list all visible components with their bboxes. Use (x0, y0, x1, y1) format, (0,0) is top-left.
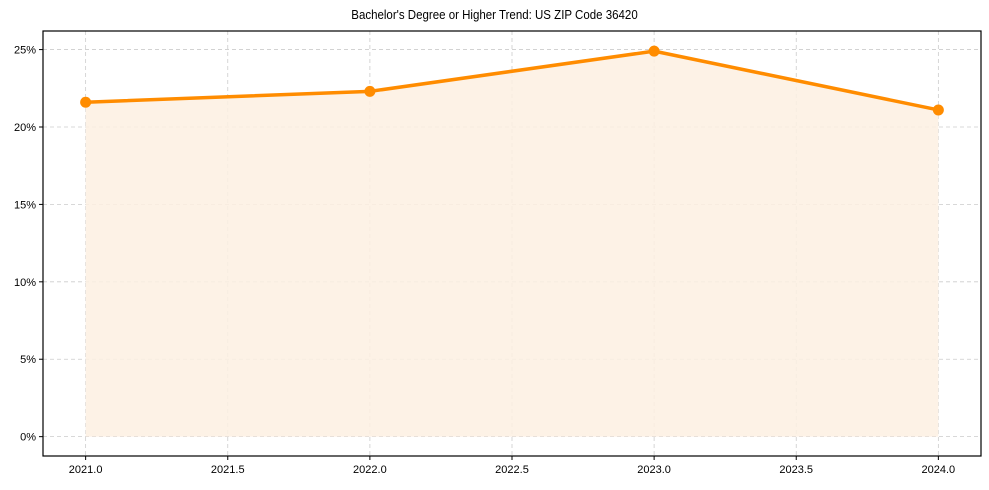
y-tick-label: 20% (14, 122, 36, 134)
y-tick-label: 25% (14, 45, 36, 57)
x-tick-label: 2021.5 (211, 464, 245, 476)
y-tick-label: 5% (20, 354, 36, 366)
y-tick-label: 15% (14, 199, 36, 211)
data-point-marker (364, 85, 376, 97)
y-tick-label: 10% (14, 277, 36, 289)
data-point-marker (648, 45, 660, 57)
data-point-marker (932, 104, 944, 116)
chart-title: Bachelor's Degree or Higher Trend: US ZI… (351, 8, 638, 22)
x-axis: 2021.0 2021.5 2022.0 2022.5 2023.0 2023.5 2024… (69, 456, 955, 476)
x-tick-label: 2023.0 (637, 464, 671, 476)
area-fill (85, 51, 939, 437)
y-axis: 0% 5% 10% 15% 20% 25% (14, 45, 43, 444)
x-tick-label: 2023.5 (779, 464, 813, 476)
data-line (83, 49, 941, 112)
data-point-marker (80, 96, 92, 108)
x-tick-label: 2024.0 (922, 464, 956, 476)
data-markers (80, 45, 944, 116)
x-tick-label: 2021.0 (69, 464, 103, 476)
x-tick-label: 2022.5 (495, 464, 529, 476)
y-tick-label: 0% (20, 432, 36, 444)
x-tick-label: 2022.0 (353, 464, 387, 476)
